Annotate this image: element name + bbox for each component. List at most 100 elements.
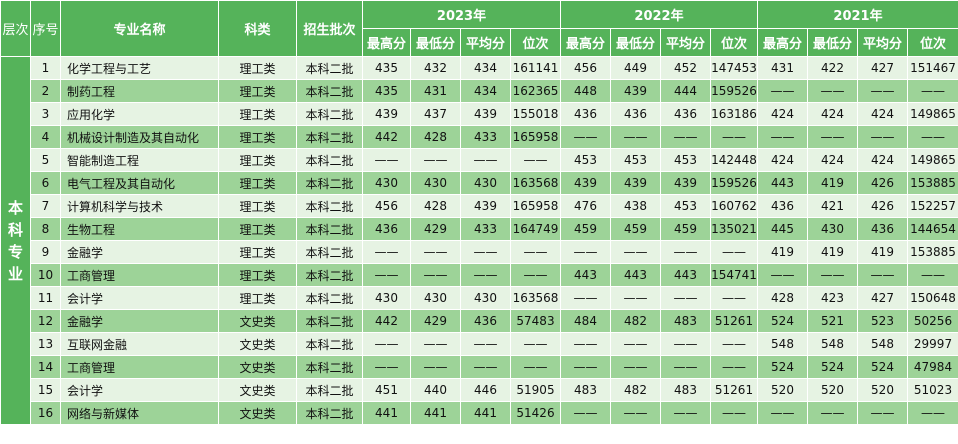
score-cell: —— — [460, 355, 511, 379]
score-cell: 434 — [460, 56, 511, 80]
sub-header: 最高分 — [560, 28, 611, 57]
score-cell: —— — [710, 401, 758, 425]
score-cell: —— — [362, 263, 411, 287]
score-cell: —— — [660, 355, 711, 379]
score-cell: —— — [907, 263, 958, 287]
score-cell: 436 — [660, 102, 711, 126]
index-cell: 12 — [30, 309, 61, 333]
score-cell: 431 — [410, 79, 461, 103]
year-header: 2022年 — [560, 0, 758, 29]
score-cell: 426 — [857, 194, 908, 218]
table-row: 7 计算机科学与技术 理工类 本科二批 456 428 439 165958 476 438 453… — [1, 194, 958, 218]
batch-cell: 本科二批 — [296, 309, 363, 333]
index-cell: 2 — [30, 79, 61, 103]
score-cell: —— — [807, 79, 858, 103]
score-cell: —— — [660, 286, 711, 310]
score-cell: —— — [807, 263, 858, 287]
score-cell: 439 — [610, 79, 661, 103]
sub-header: 位次 — [510, 28, 561, 57]
score-cell: 482 — [610, 378, 661, 402]
table-row: 9 金融学 理工类 本科二批 —— —— —— —— —— —— —— —— 419 419 419 1538… — [1, 240, 958, 264]
header-cell: 招生批次 — [296, 0, 363, 57]
score-cell: —— — [660, 240, 711, 264]
score-cell: 419 — [757, 240, 808, 264]
batch-cell: 本科二批 — [296, 79, 363, 103]
category-cell: 文史类 — [218, 309, 297, 333]
score-cell: —— — [560, 332, 611, 356]
score-cell: 433 — [460, 217, 511, 241]
score-cell: —— — [410, 355, 461, 379]
score-cell: —— — [460, 263, 511, 287]
major-cell: 应用化学 — [60, 102, 219, 126]
score-cell: 548 — [857, 332, 908, 356]
index-cell: 15 — [30, 378, 61, 402]
score-cell: 426 — [857, 171, 908, 195]
score-cell: 445 — [757, 217, 808, 241]
score-cell: 448 — [560, 79, 611, 103]
score-cell: 163568 — [510, 171, 561, 195]
score-cell: 51023 — [907, 378, 958, 402]
score-cell: —— — [560, 125, 611, 149]
score-cell: 57483 — [510, 309, 561, 333]
major-cell: 计算机科学与技术 — [60, 194, 219, 218]
sub-header: 最高分 — [362, 28, 411, 57]
category-cell: 理工类 — [218, 79, 297, 103]
score-cell: 159526 — [710, 79, 758, 103]
score-cell: 428 — [757, 286, 808, 310]
score-cell: 432 — [410, 56, 461, 80]
score-cell: 453 — [610, 148, 661, 172]
header-cell: 层次 — [0, 0, 31, 57]
score-cell: —— — [710, 355, 758, 379]
header-cell: 专业名称 — [60, 0, 219, 57]
score-cell: 51426 — [510, 401, 561, 425]
score-cell: 163186 — [710, 102, 758, 126]
major-cell: 制药工程 — [60, 79, 219, 103]
batch-cell: 本科二批 — [296, 263, 363, 287]
index-cell: 6 — [30, 171, 61, 195]
major-cell: 金融学 — [60, 240, 219, 264]
score-cell: —— — [560, 355, 611, 379]
score-cell: —— — [757, 401, 808, 425]
category-cell: 理工类 — [218, 240, 297, 264]
score-cell: 154741 — [710, 263, 758, 287]
score-cell: 430 — [807, 217, 858, 241]
score-cell: 436 — [610, 102, 661, 126]
score-cell: 47984 — [907, 355, 958, 379]
category-cell: 理工类 — [218, 217, 297, 241]
score-cell: 482 — [610, 309, 661, 333]
score-cell: 441 — [410, 401, 461, 425]
table-row: 12 金融学 文史类 本科二批 442 429 436 57483 484 482 483 51261… — [1, 309, 958, 333]
score-cell: —— — [907, 125, 958, 149]
score-cell: 439 — [610, 171, 661, 195]
score-cell: 427 — [857, 56, 908, 80]
score-cell: 50256 — [907, 309, 958, 333]
score-cell: 428 — [410, 125, 461, 149]
score-cell: 459 — [560, 217, 611, 241]
batch-cell: 本科二批 — [296, 217, 363, 241]
score-cell: 428 — [410, 194, 461, 218]
sub-header: 平均分 — [857, 28, 908, 57]
score-cell: 424 — [857, 148, 908, 172]
table-row: 8 生物工程 理工类 本科二批 436 429 433 164749 459 459 459 1350… — [1, 217, 958, 241]
score-cell: 135021 — [710, 217, 758, 241]
score-cell: —— — [610, 355, 661, 379]
header-cell: 科类 — [218, 0, 297, 57]
table-row: 本科专业 1 化学工程与工艺 理工类 本科二批 435 432 434 161141 456 449… — [0, 56, 958, 425]
score-cell: 429 — [410, 309, 461, 333]
score-cell: 424 — [757, 102, 808, 126]
score-cell: 441 — [362, 401, 411, 425]
major-cell: 生物工程 — [60, 217, 219, 241]
category-cell: 理工类 — [218, 56, 297, 80]
score-cell: 484 — [560, 309, 611, 333]
score-cell: 476 — [560, 194, 611, 218]
score-cell: 149865 — [907, 102, 958, 126]
score-cell: 430 — [460, 286, 511, 310]
score-cell: —— — [362, 355, 411, 379]
index-cell: 11 — [30, 286, 61, 310]
index-cell: 7 — [30, 194, 61, 218]
batch-cell: 本科二批 — [296, 240, 363, 264]
score-cell: —— — [510, 355, 561, 379]
score-cell: 160762 — [710, 194, 758, 218]
batch-cell: 本科二批 — [296, 378, 363, 402]
